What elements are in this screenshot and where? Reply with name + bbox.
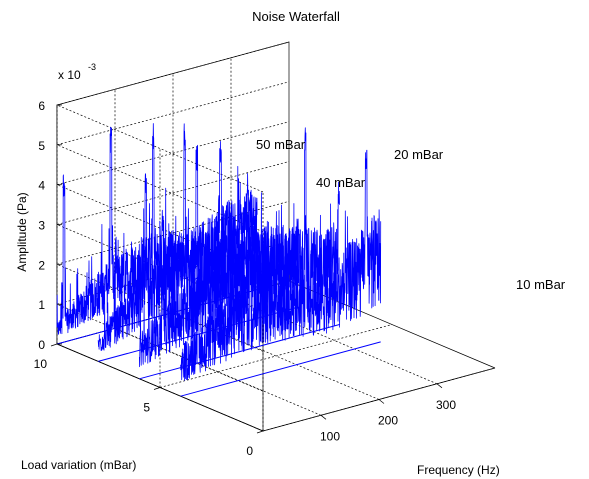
series-line-3: [180, 149, 382, 381]
series-baseline-0: [56, 289, 258, 345]
z-tick-label: 5: [38, 139, 45, 153]
y-grid-floor-1: [159, 324, 393, 388]
z-tick-label: 3: [38, 219, 45, 233]
series-baseline-2: [139, 324, 340, 380]
data-series: [56, 123, 382, 397]
x-tick-mark: [378, 399, 385, 404]
z-grid-back-6: [56, 41, 290, 106]
annotation-10-mbar: 10 mBar: [516, 277, 566, 292]
annotation-40-mbar: 40 mBar: [316, 175, 366, 190]
y-tick-mark: [256, 430, 264, 434]
z-grid-back-3: [56, 161, 290, 225]
y-axis-label: Load variation (mBar): [21, 458, 136, 472]
y-tick-mark: [50, 343, 58, 347]
y-tick-label: 0: [246, 444, 253, 458]
z-grid-back-4: [56, 121, 290, 186]
x-grid-floor-2: [230, 296, 438, 385]
grid-lines: [56, 41, 496, 432]
x-tick-mark: [320, 415, 327, 420]
x-tick-mark: [436, 383, 443, 389]
z-tick-label: 6: [38, 99, 45, 113]
annotation-20-mbar: 20 mBar: [394, 147, 444, 162]
z-tick-label: 2: [38, 258, 45, 272]
floor-right-edge: [288, 280, 496, 369]
z-tick-label: 1: [38, 298, 45, 312]
z-exponent-label: x 10: [58, 68, 81, 82]
z-tick-label: 0: [38, 338, 45, 352]
x-grid-floor-1: [172, 312, 380, 400]
series-line-2: [139, 127, 340, 368]
y-tick-mark: [153, 387, 161, 390]
y-tick-label: 5: [143, 401, 150, 415]
chart-title: Noise Waterfall: [252, 9, 340, 24]
x-tick-label: 300: [436, 398, 456, 412]
series-baseline-3: [180, 341, 381, 397]
z-tick-label: 4: [38, 179, 45, 193]
series-line-1: [97, 144, 299, 351]
x-tick-label: 100: [320, 429, 340, 443]
x-grid-floor-0: [114, 327, 322, 416]
tick-labels: 0 1 2 3 4 5 6 100 200 300 0 5 10: [34, 99, 457, 458]
y-tick-label: 10: [34, 357, 48, 371]
annotation-50-mbar: 50 mBar: [256, 137, 306, 152]
z-grid-left-1: [56, 303, 264, 392]
z-grid-back-5: [56, 81, 290, 146]
z-grid-left-6: [56, 104, 264, 193]
x-axis-label: Frequency (Hz): [417, 463, 500, 477]
z-axis-label: Amplitude (Pa): [15, 192, 29, 271]
x-tick-label: 200: [378, 414, 398, 428]
series-baseline-1: [98, 306, 299, 362]
z-exponent-value: -3: [88, 62, 96, 72]
